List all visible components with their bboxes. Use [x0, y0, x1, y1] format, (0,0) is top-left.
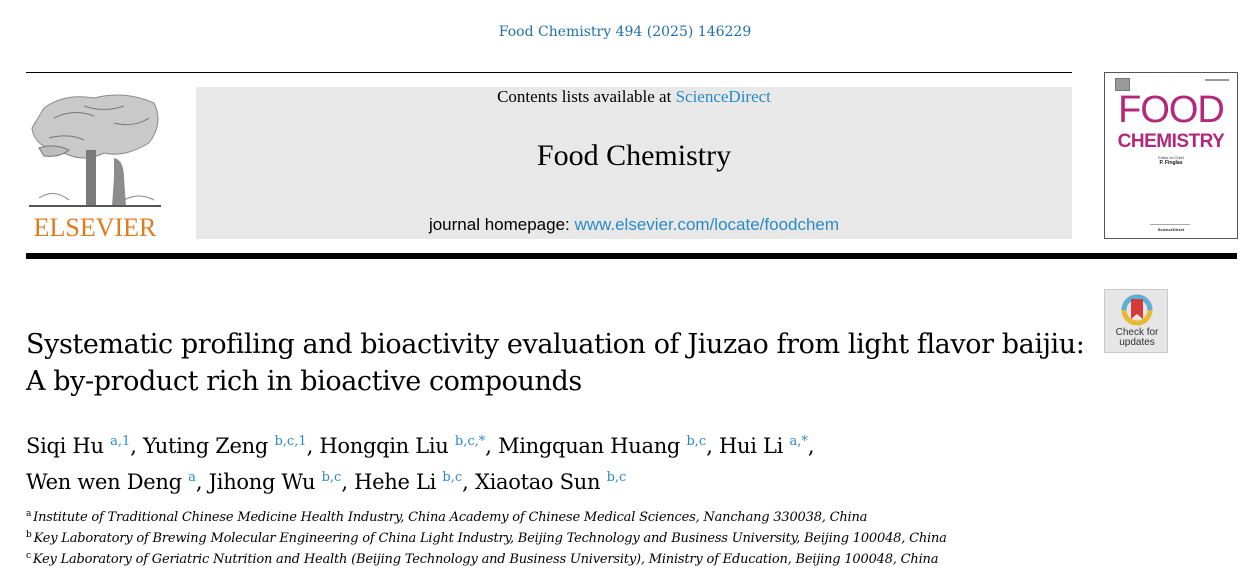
author-affiliation-mark[interactable]: a — [188, 470, 196, 485]
journal-title: Food Chemistry — [536, 139, 732, 172]
check-line2: updates — [1119, 337, 1155, 348]
article-title: Systematic profiling and bioactivity eva… — [26, 329, 1085, 397]
header-thick-divider — [26, 253, 1237, 259]
author[interactable]: Hehe Li b,c — [354, 470, 463, 494]
contents-availability: Contents lists available at ScienceDirec… — [196, 87, 1072, 107]
crossmark-icon — [1121, 294, 1153, 326]
affiliation-item: c Key Laboratory of Geriatric Nutrition a… — [26, 551, 939, 567]
affiliation-item: a Institute of Traditional Chinese Medici… — [26, 509, 868, 525]
author-affiliation-mark[interactable]: a,* — [789, 434, 808, 449]
author[interactable]: Mingquan Huang b,c — [498, 434, 707, 458]
cover-editor-label: Editor-in-Chief — [1158, 155, 1184, 160]
author-affiliation-mark[interactable]: a,1 — [110, 434, 131, 449]
affiliation-key: c — [26, 551, 31, 561]
author[interactable]: Jihong Wu b,c — [208, 470, 342, 494]
cover-elsevier-icon — [1115, 78, 1130, 91]
author[interactable]: Hongqin Liu b,c,* — [319, 434, 486, 458]
tree-icon — [29, 94, 161, 207]
top-divider — [26, 72, 1072, 73]
author[interactable]: Hui Li a,* — [718, 434, 808, 458]
homepage-prefix: journal homepage: — [428, 215, 575, 234]
contents-prefix: Contents lists available at — [497, 87, 676, 106]
author-affiliation-mark[interactable]: b,c — [686, 434, 707, 449]
affiliation-item: b Key Laboratory of Brewing Molecular Eng… — [26, 530, 947, 546]
journal-cover-thumbnail[interactable]: FOOD CHEMISTRY Editor-in-Chief P. Fingla… — [1104, 72, 1238, 239]
elsevier-wordmark[interactable]: ELSEVIER — [33, 213, 157, 242]
journal-banner: Contents lists available at ScienceDirec… — [196, 87, 1072, 239]
sciencedirect-link[interactable]: ScienceDirect — [675, 87, 771, 106]
check-for-updates-button[interactable]: Check for updates — [1104, 289, 1168, 353]
journal-homepage: journal homepage: www.elsevier.com/locat… — [196, 215, 1072, 235]
author-affiliation-mark[interactable]: b,c,1 — [274, 434, 307, 449]
cover-issn-mark — [1205, 79, 1229, 81]
journal-citation[interactable]: Food Chemistry 494 (2025) 146229 — [498, 24, 752, 40]
author[interactable]: Siqi Hu a,1 — [26, 434, 131, 458]
author[interactable]: Xiaotao Sun b,c — [474, 470, 627, 494]
author-affiliation-mark[interactable]: b,c — [442, 470, 463, 485]
affiliation-key: a — [26, 509, 32, 519]
author[interactable]: Yuting Zeng b,c,1 — [143, 434, 307, 458]
affiliation-key: b — [26, 530, 32, 540]
cover-availability-line — [1150, 224, 1190, 225]
author-affiliation-mark[interactable]: b,c — [606, 470, 627, 485]
check-for-updates-label: Check for updates — [1105, 328, 1169, 348]
homepage-link[interactable]: www.elsevier.com/locate/foodchem — [574, 215, 840, 234]
cover-sciencedirect: ScienceDirect — [1157, 227, 1185, 232]
author-affiliation-mark[interactable]: b,c — [321, 470, 342, 485]
author-affiliation-mark[interactable]: b,c,* — [454, 434, 486, 449]
cover-editor-name: P. Finglas — [1159, 160, 1183, 166]
author[interactable]: Wen wen Deng a — [26, 470, 196, 494]
elsevier-tree-logo — [24, 88, 166, 240]
cover-title-food: FOOD — [1118, 89, 1225, 131]
affiliation-list: a Institute of Traditional Chinese Medici… — [26, 508, 1086, 571]
check-line1: Check for — [1115, 327, 1159, 338]
cover-title-chemistry: CHEMISTRY — [1117, 131, 1225, 152]
author-list: Siqi Hu a,1, Yuting Zeng b,c,1, Hongqin … — [26, 434, 815, 494]
